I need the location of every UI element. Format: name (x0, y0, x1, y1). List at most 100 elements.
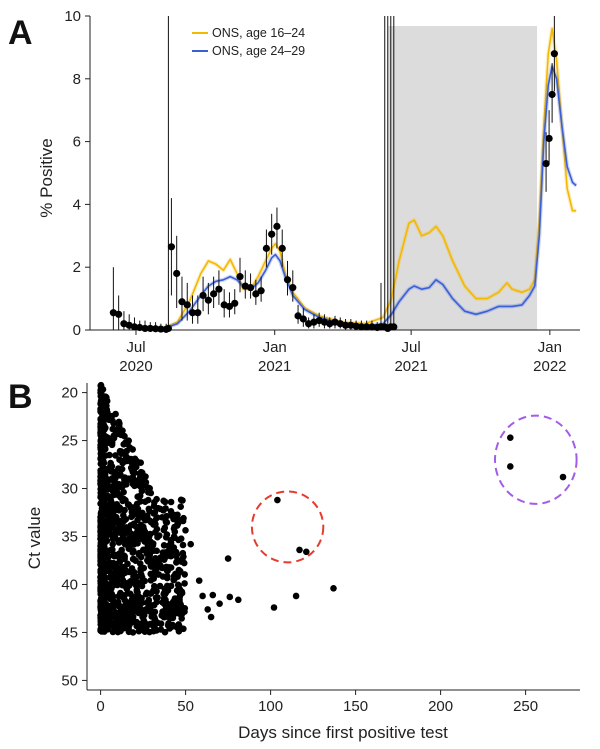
a-data-point (363, 323, 371, 331)
b-y-axis-title: Ct value (25, 507, 44, 569)
b-data-point (144, 541, 152, 549)
b-data-point (507, 463, 514, 470)
a-data-point (352, 322, 360, 330)
legend-label-24-29: ONS, age 24–29 (212, 44, 305, 58)
a-data-point (262, 244, 270, 252)
b-data-point (216, 600, 223, 607)
legend-label-16-24: ONS, age 16–24 (212, 26, 305, 40)
b-data-point (147, 489, 155, 497)
b-data-point (115, 593, 122, 600)
a-x-tick-label-month: Jan (538, 339, 562, 356)
b-data-point (164, 549, 172, 557)
b-data-point (116, 456, 123, 464)
b-y-tick-label: 40 (61, 576, 78, 593)
b-data-point (175, 628, 183, 635)
b-y-tick-label: 20 (61, 385, 78, 402)
a-axes (89, 16, 580, 331)
b-data-point (134, 599, 141, 606)
b-data-point (559, 473, 567, 481)
b-data-point (140, 617, 148, 624)
b-data-point (127, 464, 135, 472)
b-data-point (104, 486, 111, 493)
b-data-point (134, 505, 142, 513)
b-data-point (139, 509, 146, 517)
b-data-point (150, 587, 157, 595)
b-data-point (114, 581, 121, 589)
b-data-point (111, 426, 118, 433)
a-data-point (246, 284, 255, 292)
b-data-point (116, 527, 124, 534)
b-data-point (127, 539, 135, 547)
b-data-point (160, 595, 168, 602)
b-data-point (97, 516, 105, 524)
b-data-point (115, 565, 123, 573)
b-data-point (140, 525, 147, 533)
a-y-tick-label: 4 (73, 196, 81, 213)
b-data-point (125, 579, 133, 586)
b-data-point (129, 531, 136, 539)
b-data-point (161, 613, 169, 621)
b-data-point (134, 524, 141, 532)
b-data-point (137, 553, 145, 561)
a-data-point (278, 244, 286, 252)
b-data-point (97, 450, 105, 457)
b-data-point (170, 572, 178, 580)
b-data-point (167, 582, 175, 590)
b-data-point (97, 492, 105, 499)
b-y-tick-label: 45 (61, 624, 78, 641)
b-data-point (111, 468, 119, 476)
b-x-tick-label: 200 (428, 698, 453, 715)
b-data-point (507, 434, 514, 441)
b-data-point (142, 547, 150, 554)
b-data-point (127, 458, 135, 466)
b-highlight-circles (250, 414, 578, 564)
b-data-point (137, 498, 144, 505)
b-data-point (175, 566, 183, 574)
b-data-point (115, 537, 122, 544)
b-data-point (151, 529, 159, 536)
b-data-point (114, 519, 121, 527)
b-data-point (173, 522, 181, 529)
b-data-point (149, 542, 157, 549)
b-data-point (101, 529, 108, 537)
b-data-point (296, 546, 303, 554)
a-data-point (368, 323, 376, 331)
b-data-point (135, 609, 142, 617)
b-data-point (109, 541, 116, 548)
b-data-point (150, 559, 158, 566)
b-data-point (97, 437, 105, 445)
a-data-point (294, 312, 302, 320)
b-x-axis-title: Days since first positive test (238, 723, 448, 742)
b-data-point (167, 539, 175, 547)
b-data-point (187, 540, 194, 548)
b-data-point (163, 574, 171, 582)
b-data-point (108, 439, 116, 446)
b-data-point (157, 626, 165, 633)
b-data-point (167, 498, 175, 506)
b-data-point (115, 418, 123, 426)
b-data-point (100, 502, 108, 510)
b-data-point (97, 535, 105, 543)
highlight-circle-1 (250, 490, 325, 564)
series-line-2 (159, 65, 577, 331)
b-data-point (204, 606, 211, 613)
a-data-point (283, 276, 292, 284)
b-data-point (123, 585, 131, 593)
a-data-point (225, 302, 234, 311)
b-data-point (179, 549, 187, 557)
b-data-point (162, 518, 170, 526)
a-data-point (550, 50, 558, 58)
b-data-point (110, 420, 117, 427)
a-data-point (157, 325, 165, 333)
b-data-point (292, 592, 300, 600)
b-data-point (157, 505, 164, 513)
b-data-point (97, 480, 105, 487)
b-data-point (178, 611, 186, 618)
b-data-point (109, 628, 117, 636)
b-data-point (156, 582, 164, 590)
b-x-tick-label: 0 (96, 698, 104, 715)
b-data-point (105, 416, 113, 424)
b-data-point (108, 499, 115, 506)
a-x-tick-label-month: Jul (126, 339, 145, 356)
b-data-point (122, 569, 129, 576)
